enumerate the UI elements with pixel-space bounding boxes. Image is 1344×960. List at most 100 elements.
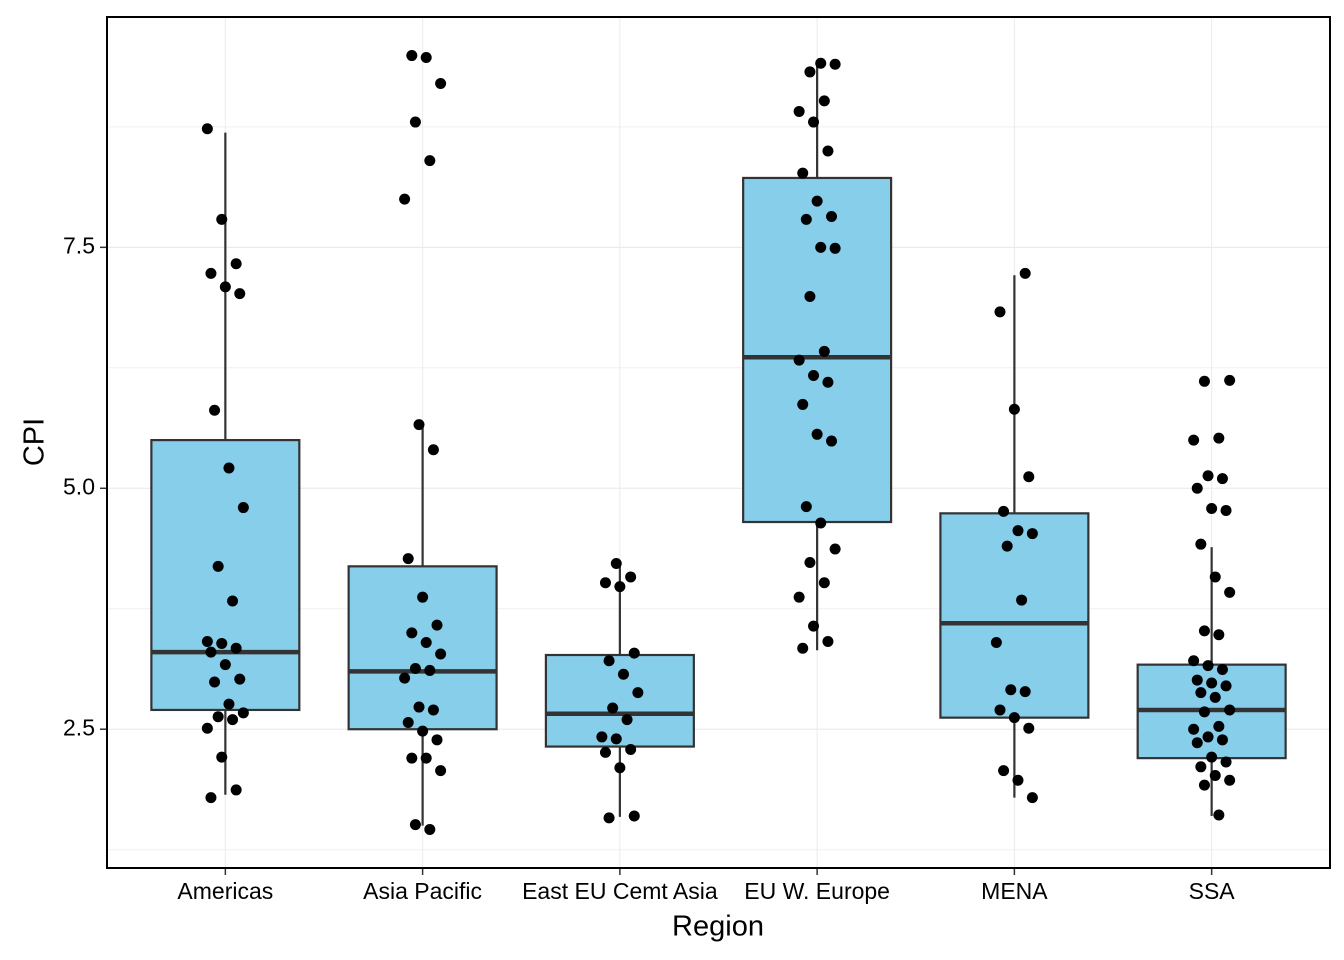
data-point bbox=[1012, 774, 1024, 786]
data-point bbox=[399, 193, 411, 205]
data-point bbox=[1019, 267, 1031, 279]
data-point bbox=[998, 765, 1010, 777]
panel-border bbox=[106, 16, 1331, 869]
data-point bbox=[793, 105, 805, 117]
data-point bbox=[1001, 540, 1013, 552]
data-point bbox=[818, 577, 830, 589]
data-point bbox=[1026, 792, 1038, 804]
data-point bbox=[1019, 686, 1031, 698]
data-point bbox=[1202, 660, 1214, 672]
data-point bbox=[234, 288, 246, 300]
x-tick-label: MENA bbox=[981, 878, 1048, 904]
data-point bbox=[1026, 528, 1038, 540]
data-point bbox=[227, 714, 239, 726]
data-point bbox=[829, 58, 841, 70]
data-point bbox=[1188, 723, 1200, 735]
data-point bbox=[804, 66, 816, 78]
data-point bbox=[1191, 674, 1203, 686]
data-point bbox=[1220, 504, 1232, 516]
data-point bbox=[628, 647, 640, 659]
data-point bbox=[230, 784, 242, 796]
data-point bbox=[402, 716, 414, 728]
data-point bbox=[406, 627, 418, 639]
data-point bbox=[793, 591, 805, 603]
data-point bbox=[818, 345, 830, 357]
data-point bbox=[223, 462, 235, 474]
data-point bbox=[603, 812, 615, 824]
data-point bbox=[409, 663, 421, 675]
data-point bbox=[797, 398, 809, 410]
data-point bbox=[1023, 471, 1035, 483]
data-point bbox=[800, 501, 812, 513]
data-point bbox=[1198, 625, 1210, 637]
data-point bbox=[808, 116, 820, 128]
data-point bbox=[1213, 629, 1225, 641]
data-point bbox=[610, 733, 622, 745]
data-point bbox=[1220, 756, 1232, 768]
data-point bbox=[227, 595, 239, 607]
data-point bbox=[607, 702, 619, 714]
data-point bbox=[808, 370, 820, 382]
data-point bbox=[826, 435, 838, 447]
data-point bbox=[216, 637, 228, 649]
data-point bbox=[219, 659, 231, 671]
data-point bbox=[1213, 720, 1225, 732]
data-point bbox=[409, 819, 421, 831]
data-point bbox=[1224, 586, 1236, 598]
data-point bbox=[209, 404, 221, 416]
data-point bbox=[625, 571, 637, 583]
data-point bbox=[219, 281, 231, 293]
x-tick-label: Asia Pacific bbox=[363, 878, 482, 904]
data-point bbox=[815, 57, 827, 69]
data-point bbox=[797, 642, 809, 654]
data-point bbox=[617, 668, 629, 680]
data-point bbox=[409, 116, 421, 128]
data-point bbox=[1198, 779, 1210, 791]
data-point bbox=[1209, 571, 1221, 583]
data-point bbox=[599, 746, 611, 758]
box bbox=[939, 512, 1090, 719]
data-point bbox=[1216, 473, 1228, 485]
data-point bbox=[1023, 722, 1035, 734]
data-point bbox=[230, 258, 242, 270]
data-point bbox=[212, 711, 224, 723]
data-point bbox=[1005, 684, 1017, 696]
data-point bbox=[829, 543, 841, 555]
data-point bbox=[435, 765, 447, 777]
data-point bbox=[818, 95, 830, 107]
data-point bbox=[413, 419, 425, 431]
data-point bbox=[1224, 774, 1236, 786]
data-point bbox=[829, 242, 841, 254]
data-point bbox=[804, 556, 816, 568]
data-point bbox=[406, 50, 418, 62]
data-point bbox=[212, 560, 224, 572]
data-point bbox=[797, 167, 809, 179]
data-point bbox=[804, 290, 816, 302]
data-point bbox=[201, 722, 213, 734]
data-point bbox=[1191, 482, 1203, 494]
data-point bbox=[1008, 403, 1020, 415]
x-tick-label: SSA bbox=[1189, 878, 1236, 904]
data-point bbox=[435, 648, 447, 660]
data-point bbox=[406, 752, 418, 764]
x-tick-label: EU W. Europe bbox=[744, 878, 890, 904]
data-point bbox=[811, 195, 823, 207]
data-point bbox=[424, 155, 436, 167]
data-point bbox=[237, 502, 249, 514]
data-point bbox=[628, 810, 640, 822]
data-point bbox=[793, 354, 805, 366]
data-point bbox=[1188, 434, 1200, 446]
data-point bbox=[1188, 655, 1200, 667]
data-point bbox=[815, 517, 827, 529]
data-point bbox=[599, 577, 611, 589]
data-point bbox=[1224, 374, 1236, 386]
data-point bbox=[1213, 809, 1225, 821]
data-point bbox=[1008, 712, 1020, 724]
data-point bbox=[399, 672, 411, 684]
x-tick-label: Americas bbox=[177, 878, 273, 904]
data-point bbox=[994, 704, 1006, 716]
data-point bbox=[826, 210, 838, 222]
data-point bbox=[1220, 680, 1232, 692]
data-point bbox=[417, 725, 429, 737]
